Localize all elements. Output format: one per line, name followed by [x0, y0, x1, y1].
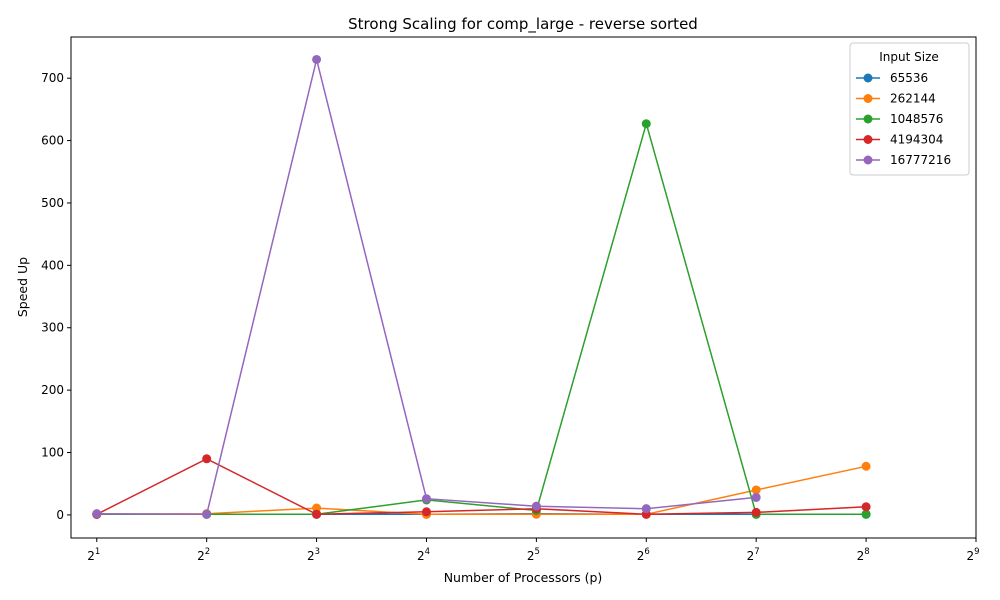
legend-marker — [863, 94, 873, 103]
x-tick-label: 21 — [87, 547, 100, 563]
legend-label: 1048576 — [890, 112, 943, 126]
legend-label: 65536 — [890, 71, 928, 85]
data-point — [312, 503, 322, 513]
y-tick-label: 0 — [56, 508, 64, 522]
series-16777216 — [92, 54, 761, 519]
series-line — [96, 59, 757, 516]
chart-title: Strong Scaling for comp_large - reverse … — [348, 15, 698, 34]
data-point — [861, 461, 871, 471]
y-tick-label: 600 — [41, 134, 64, 148]
legend-marker — [863, 155, 873, 165]
y-tick-label: 400 — [41, 258, 64, 272]
data-point — [861, 502, 871, 512]
legend: Input Size 65536 262144 1048576 4194304 1677… — [849, 42, 970, 176]
y-tick-label: 100 — [41, 446, 64, 460]
legend-label: 16777216 — [890, 153, 951, 167]
x-tick-label: 26 — [637, 547, 650, 563]
series-line — [96, 120, 867, 516]
x-tick-label: 27 — [747, 547, 760, 563]
data-point — [421, 507, 431, 517]
series-line — [96, 457, 867, 516]
legend-marker — [863, 135, 873, 144]
data-point — [751, 492, 761, 502]
data-point — [531, 501, 541, 511]
x-tick-label: 22 — [197, 547, 210, 563]
legend-marker — [863, 73, 873, 83]
x-axis: 21 22 23 24 25 26 27 28 29 — [87, 538, 980, 563]
y-tick-label: 500 — [41, 196, 64, 210]
plot-frame — [70, 36, 977, 539]
x-tick-label: 29 — [966, 547, 979, 563]
data-point — [641, 504, 651, 514]
x-tick-label: 23 — [307, 547, 320, 563]
data-point — [421, 494, 431, 504]
x-tick-label: 24 — [417, 547, 430, 563]
y-tick-label: 700 — [41, 71, 64, 85]
legend-title: Input Size — [879, 50, 939, 64]
data-point — [202, 509, 212, 519]
data-point — [312, 54, 322, 64]
y-tick-label: 300 — [41, 321, 64, 335]
legend-marker — [863, 114, 873, 124]
plot-area — [92, 54, 871, 519]
data-point — [641, 119, 651, 129]
x-tick-label: 28 — [857, 547, 870, 563]
data-point — [751, 485, 761, 495]
data-point — [751, 507, 761, 517]
x-tick-label: 25 — [527, 547, 540, 563]
data-point — [861, 509, 871, 519]
legend-frame — [849, 42, 970, 176]
y-axis: 0 100 200 300 400 500 600 700 — [41, 71, 71, 522]
data-point — [312, 509, 322, 519]
legend-label: 262144 — [890, 92, 936, 106]
series-line — [96, 465, 867, 516]
data-point — [92, 509, 102, 519]
data-point — [202, 454, 212, 464]
legend-label: 4194304 — [890, 133, 943, 147]
y-tick-label: 200 — [41, 383, 64, 397]
x-axis-label: Number of Processors (p) — [444, 570, 603, 585]
y-axis-label: Speed Up — [15, 257, 30, 317]
